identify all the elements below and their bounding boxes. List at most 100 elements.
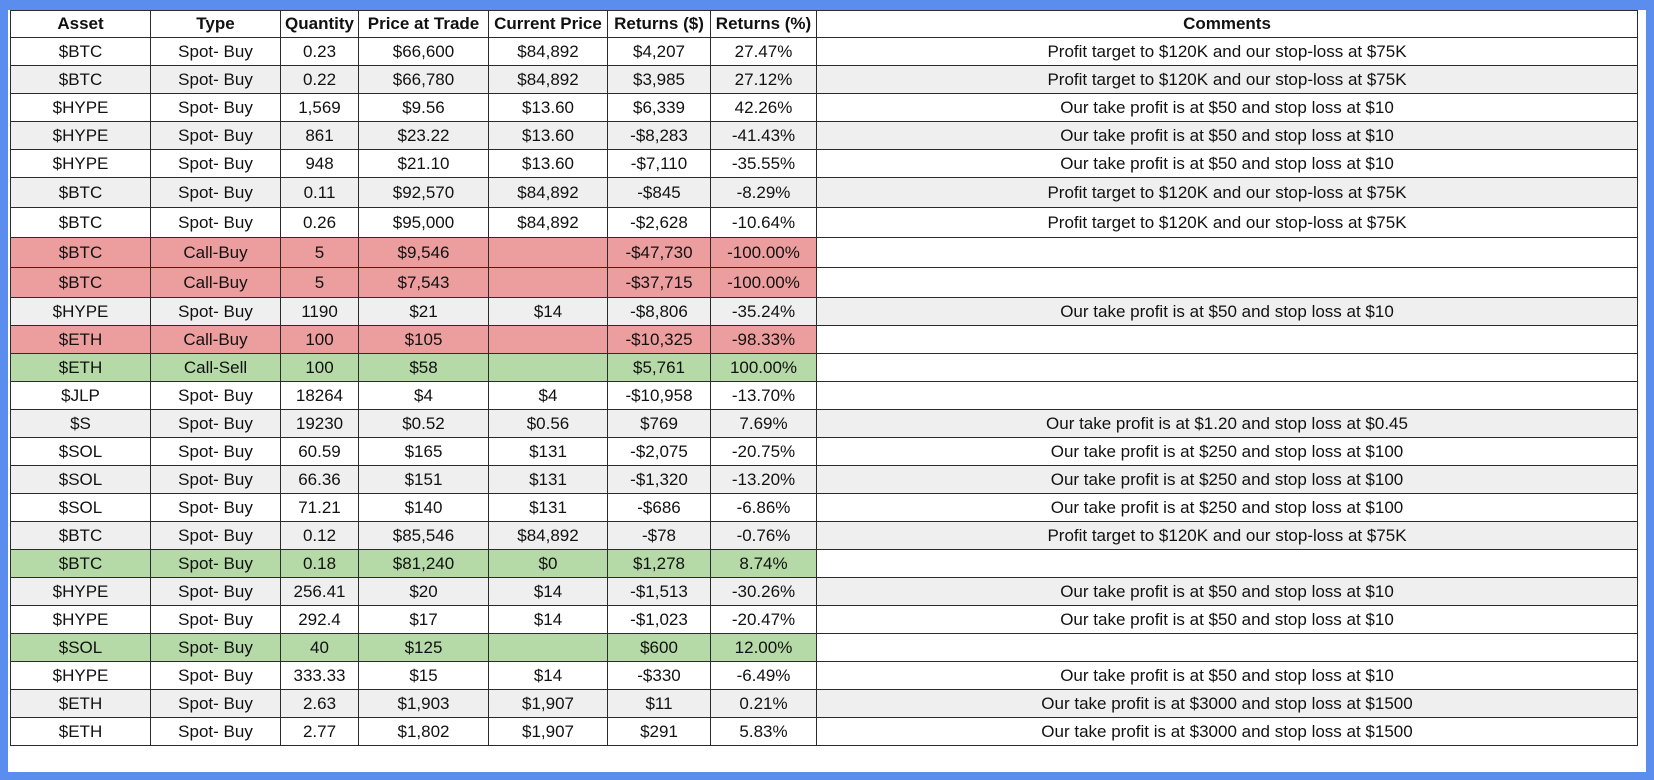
- cell-returns-pct: 27.47%: [710, 37, 817, 66]
- cell-returns-pct: -10.64%: [710, 207, 817, 238]
- cell-returns-usd: -$686: [607, 493, 711, 522]
- cell-returns-pct: -41.43%: [710, 121, 817, 150]
- cell-asset: $BTC: [10, 237, 151, 268]
- cell-returns-usd: $291: [607, 717, 711, 746]
- cell-type: Call-Buy: [150, 267, 281, 298]
- cell-price-at-trade: $140: [358, 493, 489, 522]
- cell-quantity: 0.26: [280, 207, 359, 238]
- cell-returns-pct: -6.86%: [710, 493, 817, 522]
- cell-price-at-trade: $4: [358, 381, 489, 410]
- cell-returns-usd: -$845: [607, 177, 711, 208]
- cell-price-at-trade: $1,802: [358, 717, 489, 746]
- cell-comment: [816, 381, 1638, 410]
- cell-asset: $BTC: [10, 267, 151, 298]
- cell-asset: $HYPE: [10, 93, 151, 122]
- cell-price-at-trade: $66,780: [358, 65, 489, 94]
- cell-returns-usd: $6,339: [607, 93, 711, 122]
- cell-returns-pct: -20.47%: [710, 605, 817, 634]
- cell-current-price: [488, 237, 608, 268]
- cell-type: Spot- Buy: [150, 661, 281, 690]
- cell-comment: Our take profit is at $50 and stop loss …: [816, 149, 1638, 178]
- cell-quantity: 66.36: [280, 465, 359, 494]
- cell-returns-pct: 8.74%: [710, 549, 817, 578]
- cell-type: Spot- Buy: [150, 37, 281, 66]
- cell-type: Spot- Buy: [150, 65, 281, 94]
- cell-comment: Profit target to $120K and our stop-loss…: [816, 177, 1638, 208]
- cell-current-price: $0.56: [488, 409, 608, 438]
- header-quantity: Quantity: [280, 10, 359, 38]
- cell-returns-usd: -$1,023: [607, 605, 711, 634]
- cell-returns-usd: -$2,075: [607, 437, 711, 466]
- table-row: $HYPE Spot- Buy 256.41 $20 $14 -$1,513 -30.26%…: [10, 577, 1638, 606]
- cell-comment: Our take profit is at $250 and stop loss…: [816, 465, 1638, 494]
- cell-price-at-trade: $20: [358, 577, 489, 606]
- cell-price-at-trade: $66,600: [358, 37, 489, 66]
- cell-current-price: $14: [488, 297, 608, 326]
- cell-comment: Our take profit is at $50 and stop loss …: [816, 297, 1638, 326]
- table-row: $ETH Spot- Buy 2.77 $1,802 $1,907 $291 5.83% Ou…: [10, 717, 1638, 746]
- cell-type: Spot- Buy: [150, 177, 281, 208]
- cell-type: Spot- Buy: [150, 717, 281, 746]
- cell-returns-usd: $600: [607, 633, 711, 662]
- cell-returns-pct: -30.26%: [710, 577, 817, 606]
- cell-price-at-trade: $92,570: [358, 177, 489, 208]
- cell-quantity: 256.41: [280, 577, 359, 606]
- cell-type: Spot- Buy: [150, 409, 281, 438]
- spreadsheet-frame: Asset Type Quantity Price at Trade Curre…: [8, 10, 1646, 772]
- cell-quantity: 0.23: [280, 37, 359, 66]
- cell-asset: $BTC: [10, 177, 151, 208]
- cell-current-price: [488, 325, 608, 354]
- cell-current-price: $1,907: [488, 717, 608, 746]
- cell-comment: Our take profit is at $50 and stop loss …: [816, 605, 1638, 634]
- cell-returns-pct: -100.00%: [710, 237, 817, 268]
- cell-price-at-trade: $7,543: [358, 267, 489, 298]
- cell-current-price: $1,907: [488, 689, 608, 718]
- cell-returns-pct: 27.12%: [710, 65, 817, 94]
- header-asset: Asset: [10, 10, 151, 38]
- cell-comment: [816, 267, 1638, 298]
- table-row: $S Spot- Buy 19230 $0.52 $0.56 $769 7.69% Our t…: [10, 409, 1638, 438]
- cell-current-price: $14: [488, 605, 608, 634]
- cell-asset: $HYPE: [10, 605, 151, 634]
- cell-price-at-trade: $85,546: [358, 521, 489, 550]
- table-row: $HYPE Spot- Buy 333.33 $15 $14 -$330 -6.49% Our…: [10, 661, 1638, 690]
- cell-asset: $BTC: [10, 207, 151, 238]
- cell-quantity: 100: [280, 353, 359, 382]
- cell-returns-usd: $1,278: [607, 549, 711, 578]
- cell-returns-pct: 0.21%: [710, 689, 817, 718]
- cell-price-at-trade: $23.22: [358, 121, 489, 150]
- cell-asset: $SOL: [10, 493, 151, 522]
- cell-returns-usd: -$7,110: [607, 149, 711, 178]
- cell-returns-usd: -$10,325: [607, 325, 711, 354]
- cell-comment: [816, 549, 1638, 578]
- cell-price-at-trade: $58: [358, 353, 489, 382]
- cell-quantity: 1,569: [280, 93, 359, 122]
- cell-returns-usd: -$330: [607, 661, 711, 690]
- cell-comment: Our take profit is at $1.20 and stop los…: [816, 409, 1638, 438]
- cell-price-at-trade: $125: [358, 633, 489, 662]
- cell-asset: $JLP: [10, 381, 151, 410]
- cell-comment: Profit target to $120K and our stop-loss…: [816, 65, 1638, 94]
- cell-price-at-trade: $81,240: [358, 549, 489, 578]
- cell-comment: Our take profit is at $250 and stop loss…: [816, 437, 1638, 466]
- cell-quantity: 5: [280, 267, 359, 298]
- cell-current-price: [488, 267, 608, 298]
- cell-current-price: $131: [488, 465, 608, 494]
- cell-quantity: 948: [280, 149, 359, 178]
- cell-comment: [816, 633, 1638, 662]
- cell-type: Spot- Buy: [150, 207, 281, 238]
- table-row: $JLP Spot- Buy 18264 $4 $4 -$10,958 -13.70%: [10, 381, 1638, 410]
- cell-current-price: [488, 633, 608, 662]
- cell-comment: Profit target to $120K and our stop-loss…: [816, 37, 1638, 66]
- cell-type: Spot- Buy: [150, 633, 281, 662]
- cell-quantity: 60.59: [280, 437, 359, 466]
- cell-type: Spot- Buy: [150, 465, 281, 494]
- cell-returns-pct: -13.20%: [710, 465, 817, 494]
- table-body: $BTC Spot- Buy 0.23 $66,600 $84,892 $4,207 27.…: [10, 37, 1638, 746]
- cell-price-at-trade: $1,903: [358, 689, 489, 718]
- cell-returns-pct: -13.70%: [710, 381, 817, 410]
- cell-price-at-trade: $21: [358, 297, 489, 326]
- header-price-at-trade: Price at Trade: [358, 10, 489, 38]
- header-row: Asset Type Quantity Price at Trade Curre…: [10, 10, 1638, 38]
- cell-returns-usd: $769: [607, 409, 711, 438]
